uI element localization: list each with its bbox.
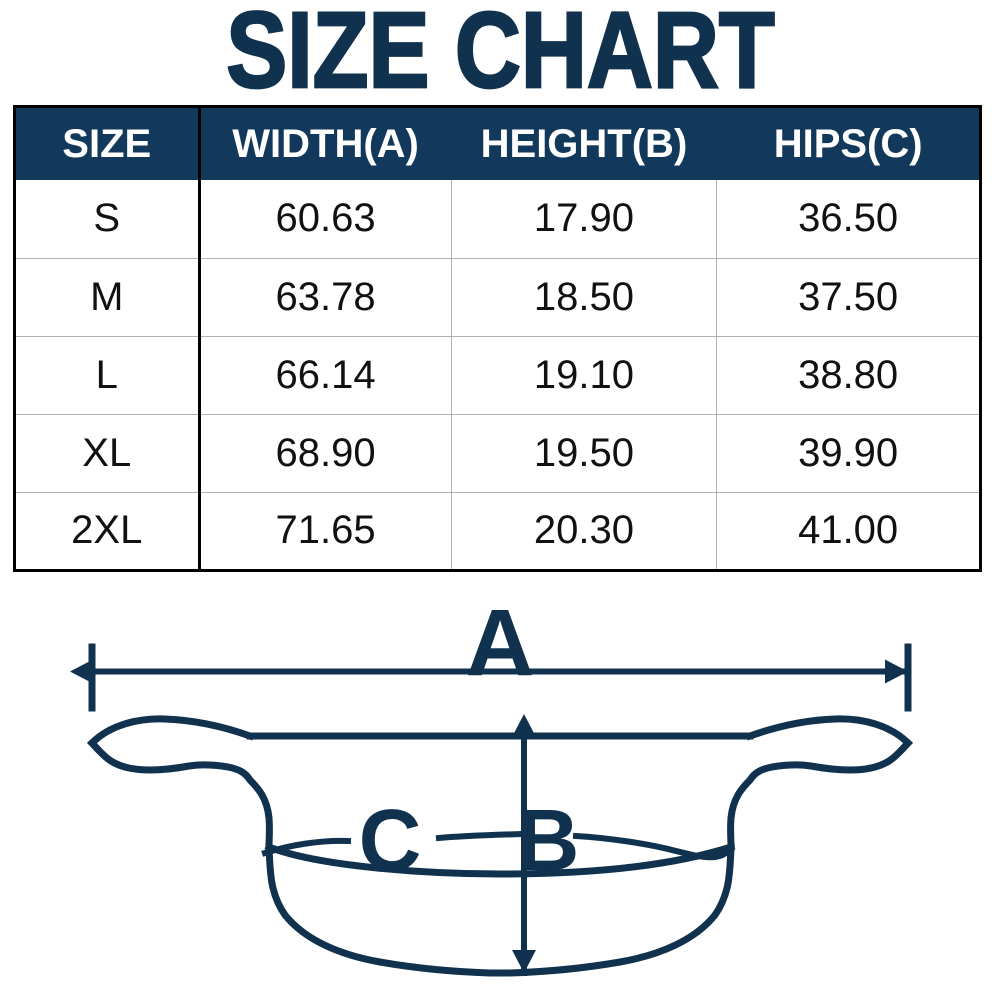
svg-text:A: A <box>466 600 535 696</box>
svg-text:B: B <box>517 792 580 889</box>
svg-text:C: C <box>359 792 422 889</box>
